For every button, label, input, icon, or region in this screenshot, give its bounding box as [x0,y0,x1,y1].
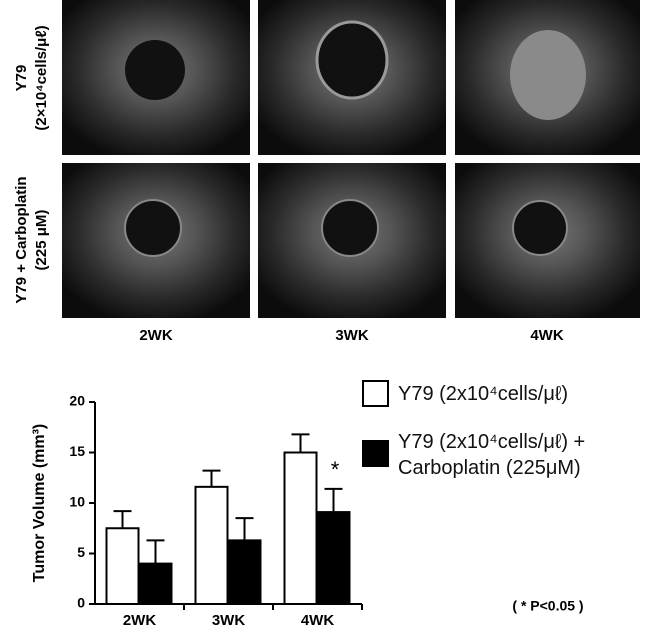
p-value-note: ( * P<0.05 ) [512,598,583,614]
column-label: 2WK [139,327,173,344]
y-tick-label: 20 [69,393,85,409]
bar [105,527,140,605]
row-label: Y79 [13,65,30,92]
tumor-shape [510,30,586,120]
eye-shape [512,200,568,256]
row-labels: Y79 (2×10⁴cells/μℓ) Y79 + Carboplatin (225 … [13,25,50,303]
x-tick-label: 4WK [301,612,335,629]
eye-shape [321,199,379,257]
legend-swatch [362,440,389,467]
x-tick-label: 3WK [212,612,246,629]
row-label: (2×10⁴cells/μℓ) [33,25,50,130]
eye-shape [315,20,389,100]
row-label: (225 μM) [33,210,50,271]
bar [283,451,318,605]
image-panels [62,0,640,318]
legend-swatch [362,380,389,407]
y-tick-label: 15 [69,443,85,459]
bar [194,485,229,605]
column-labels: 2WK 3WK 4WK [139,327,564,344]
eye-shape [124,199,182,257]
y-tick-label: 0 [77,595,85,611]
legend-label: Y79 (2x10⁴cells/μℓ) [398,383,568,405]
column-label: 4WK [530,327,564,344]
bar [138,562,173,605]
column-label: 3WK [335,327,369,344]
legend-label: Y79 (2x10⁴cells/μℓ) + Carboplatin (225μM… [398,431,586,479]
row-label: Y79 + Carboplatin [13,176,30,303]
eye-shape [125,40,185,100]
y-tick-label: 5 [77,544,85,560]
significance-star: * [331,457,340,482]
x-tick-label: 2WK [123,612,157,629]
y-tick-label: 10 [69,494,85,510]
bar [316,511,351,606]
bar [227,539,262,605]
y-axis-label: Tumor Volume (mm³) [31,424,48,583]
